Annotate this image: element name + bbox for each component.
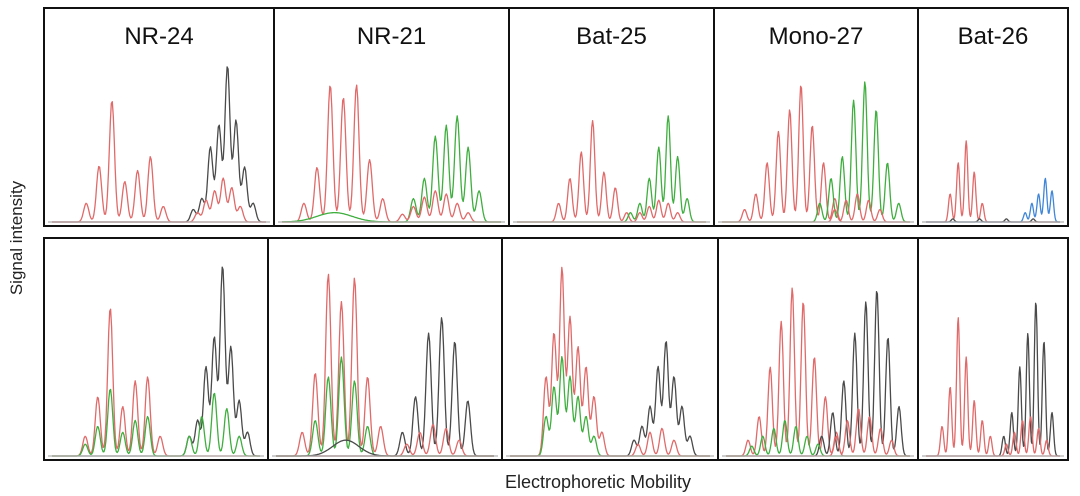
panel-nr-24-row2 [43, 237, 269, 461]
panel-bat-26-row2 [917, 237, 1069, 461]
panel-frame [713, 7, 919, 227]
panel-mono-27-row1: Mono-27 [713, 7, 919, 227]
panel-mono-27-row2 [717, 237, 919, 461]
panel-frame [917, 237, 1069, 461]
y-axis-label: Signal intensity [7, 180, 26, 295]
panel-bat-26-row1: Bat-26 [917, 7, 1069, 227]
panel-nr-24-row1: NR-24 [43, 7, 275, 227]
panel-frame [43, 237, 269, 461]
panel-nr-21-row1: NR-21 [273, 7, 510, 227]
panel-bat-25-row1: Bat-25 [508, 7, 715, 227]
panel-frame [501, 237, 719, 461]
panels-group: NR-24 NR-21 Bat-25 Mono-27 Bat-26 [43, 7, 1069, 461]
panel-title: NR-24 [124, 23, 193, 50]
panel-frame [43, 7, 275, 227]
x-axis-label: Electrophoretic Mobility [505, 472, 691, 492]
panel-title: Mono-27 [769, 23, 864, 50]
panel-nr-21-row2 [267, 237, 503, 461]
panel-frame [267, 237, 503, 461]
panel-bat-25-row2 [501, 237, 719, 461]
panel-frame [273, 7, 510, 227]
panel-title: Bat-25 [576, 23, 647, 50]
panel-title: NR-21 [357, 23, 426, 50]
panel-frame [917, 7, 1069, 227]
panel-title: Bat-26 [958, 23, 1029, 50]
